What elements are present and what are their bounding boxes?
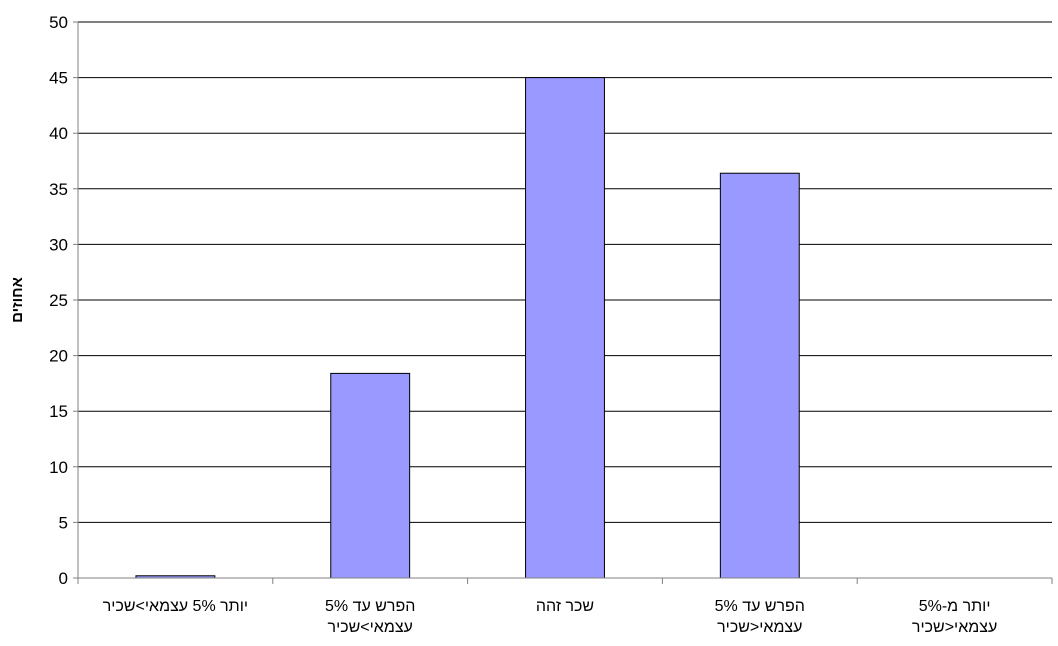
y-tick-label: 10 — [49, 458, 68, 477]
x-category-label: שכר זהה — [536, 598, 594, 615]
bar — [719, 172, 800, 579]
x-category-label: יותר 5% עצמאי>שכיר — [103, 598, 248, 615]
y-tick-label: 0 — [59, 569, 68, 588]
bars — [135, 77, 800, 579]
x-category-label: יותר מ-5% — [919, 598, 991, 615]
bar — [525, 77, 605, 579]
x-category-label: עצמאי<שכיר — [912, 619, 997, 636]
x-category-label: עצמאי>שכיר — [328, 619, 413, 636]
y-tick-label: 30 — [49, 235, 68, 254]
bar — [330, 372, 411, 579]
y-tick-label: 40 — [49, 124, 68, 143]
x-category-label: עצמאי<שכיר — [717, 619, 802, 636]
y-tick-label: 20 — [49, 347, 68, 366]
y-tick-label: 45 — [49, 69, 68, 88]
y-tick-label: 25 — [49, 291, 68, 310]
y-tick-label: 35 — [49, 180, 68, 199]
x-category-labels: יותר 5% עצמאי>שכיר הפרש עד 5% עצמאי>שכיר שכ… — [103, 598, 998, 636]
y-tick-label: 15 — [49, 402, 68, 421]
y-tick-label: 50 — [49, 13, 68, 32]
axes — [77, 22, 1052, 579]
y-tick-labels: 0 5 10 15 20 25 30 35 40 45 50 — [49, 13, 68, 588]
x-category-label: הפרש עד 5% — [325, 598, 415, 615]
x-category-label: הפרש עד 5% — [715, 598, 805, 615]
y-axis-title: אחוזים — [9, 277, 26, 323]
y-tick-label: 5 — [59, 513, 68, 532]
